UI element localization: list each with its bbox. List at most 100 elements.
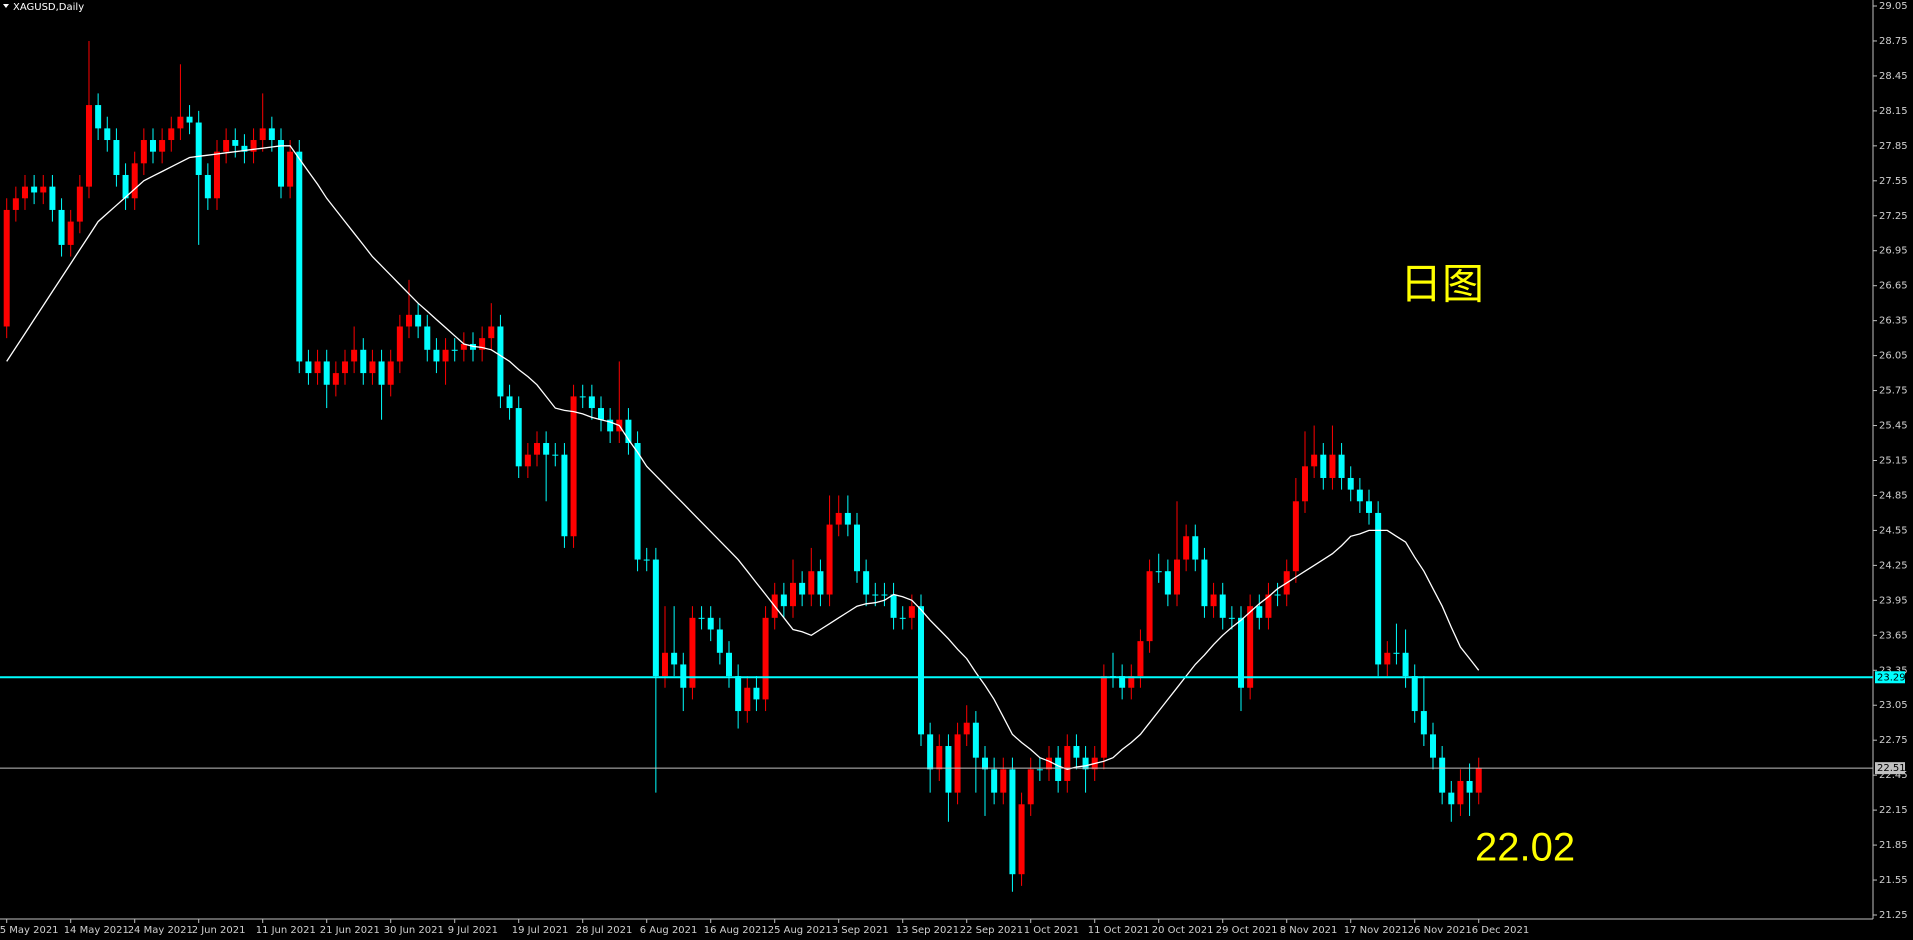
candle-body: [21, 186, 28, 199]
y-tick-label: 28.45: [1879, 71, 1908, 82]
candle-body: [131, 163, 138, 199]
candle-body: [918, 606, 924, 735]
x-tick-label: 1 Oct 2021: [1024, 925, 1079, 936]
candle-body: [844, 512, 851, 525]
moving-average-line: [6, 145, 1480, 770]
candle-body: [360, 349, 367, 374]
x-tick-label: 21 Jun 2021: [320, 925, 380, 936]
candle-body: [1238, 617, 1245, 688]
candle-body: [515, 408, 522, 467]
candle-body: [826, 524, 833, 595]
candle-body: [104, 128, 111, 141]
x-tick-label: 9 Jul 2021: [448, 925, 498, 936]
candle-body: [1183, 536, 1190, 560]
candle-body: [762, 617, 769, 700]
candle-body: [341, 361, 348, 374]
candle-body: [1402, 652, 1409, 677]
candle-body: [982, 757, 989, 770]
x-tick-label: 26 Nov 2021: [1408, 925, 1472, 936]
candle-body: [396, 326, 403, 362]
candle-body: [40, 186, 47, 193]
x-tick-label: 30 Jun 2021: [384, 925, 444, 936]
candle-body: [725, 652, 732, 677]
candle-body: [753, 687, 760, 700]
candle-body: [1219, 594, 1226, 618]
candle-body: [296, 151, 303, 362]
candle-body: [588, 396, 595, 409]
candle-body: [735, 676, 742, 712]
x-tick-label: 11 Jun 2021: [256, 925, 316, 936]
candle-body: [140, 140, 147, 164]
candle-body: [479, 338, 486, 350]
candle-body: [927, 734, 934, 770]
candle-body: [817, 571, 824, 595]
y-tick-label: 24.25: [1879, 560, 1908, 571]
x-tick-label: 29 Oct 2021: [1216, 925, 1278, 936]
candle-body: [1347, 477, 1354, 490]
x-tick-label: 25 Aug 2021: [768, 925, 832, 936]
candle-body: [67, 221, 74, 245]
chart-title: XAGUSD,Daily: [13, 2, 84, 13]
candle-body: [991, 769, 998, 793]
candle-body: [1302, 466, 1309, 502]
y-tick-label: 25.75: [1879, 386, 1908, 397]
candle-body: [1174, 559, 1181, 595]
candle-body: [1210, 594, 1217, 607]
x-tick-label: 28 Jul 2021: [576, 925, 633, 936]
candle-body: [899, 617, 906, 619]
candle-body: [698, 617, 705, 619]
candle-body: [1128, 676, 1135, 688]
x-tick-label: 3 Sep 2021: [832, 925, 889, 936]
candle-body: [186, 116, 193, 123]
candle-body: [570, 396, 577, 537]
candle-body: [1192, 536, 1199, 560]
candle-body: [351, 349, 358, 362]
x-tick-label: 13 Sep 2021: [896, 925, 959, 936]
candle-body: [1320, 454, 1327, 478]
candle-body: [1265, 594, 1272, 618]
candle-body: [853, 524, 860, 572]
candle-body: [378, 361, 385, 385]
candle-body: [1420, 711, 1427, 735]
candle-body: [936, 746, 943, 770]
y-tick-label: 27.55: [1879, 176, 1908, 187]
y-tick-label: 27.85: [1879, 141, 1908, 152]
candle-body: [1384, 652, 1391, 665]
candle-body: [872, 594, 879, 596]
candle-body: [159, 140, 166, 152]
candle-body: [305, 361, 312, 374]
candle-body: [533, 443, 540, 455]
candle-body: [3, 209, 10, 327]
candle-body: [424, 326, 431, 350]
candle-body: [12, 198, 19, 210]
candle-body: [113, 140, 120, 175]
candle-body: [58, 209, 65, 245]
candle-body: [1137, 641, 1144, 677]
candle-body: [1338, 454, 1345, 478]
y-tick-label: 24.55: [1879, 525, 1908, 536]
candle-body: [232, 140, 239, 146]
y-tick-label: 21.55: [1879, 875, 1908, 886]
candle-body: [881, 594, 888, 596]
x-tick-label: 14 May 2021: [64, 925, 129, 936]
candle-body: [1018, 804, 1025, 875]
candle-body: [1292, 501, 1299, 572]
candle-body: [1256, 606, 1263, 618]
price-label: 23.29: [1877, 672, 1906, 683]
price-label-box: [1875, 671, 1905, 684]
y-tick-label: 21.25: [1879, 910, 1908, 921]
y-tick-label: 26.35: [1879, 316, 1908, 327]
x-tick-label: 11 Oct 2021: [1088, 925, 1150, 936]
candle-body: [1375, 512, 1382, 665]
y-tick-label: 22.75: [1879, 735, 1908, 746]
candle-body: [1228, 617, 1235, 619]
candle-body: [1356, 489, 1363, 502]
x-tick-label: 20 Oct 2021: [1152, 925, 1214, 936]
x-tick-label: 22 Sep 2021: [960, 925, 1023, 936]
candle-body: [1366, 501, 1373, 513]
candle-body: [122, 174, 129, 199]
candle-body: [1000, 769, 1007, 793]
candle-body: [1311, 454, 1318, 467]
candle-body: [680, 664, 687, 688]
